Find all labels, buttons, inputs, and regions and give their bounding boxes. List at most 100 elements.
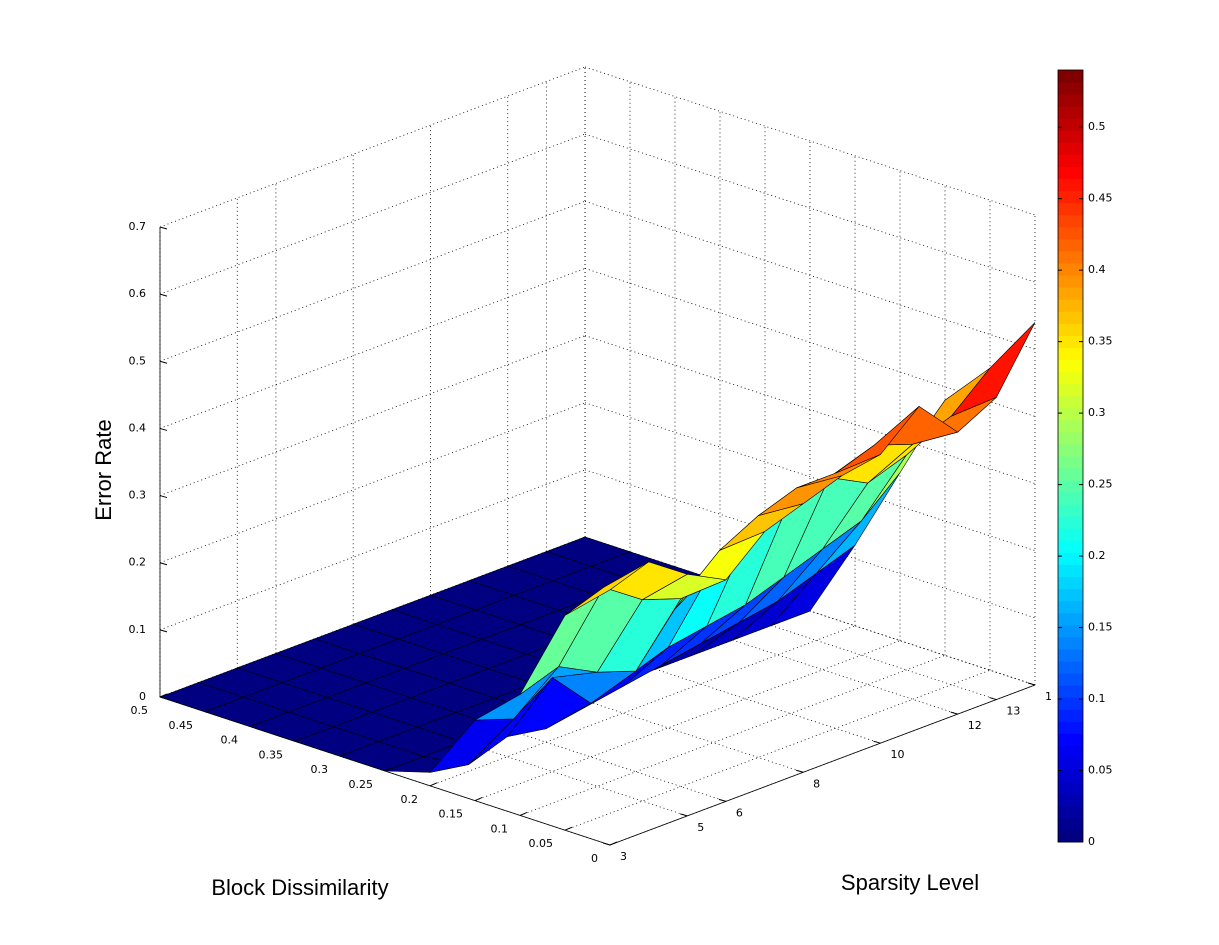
y-axis-label: Block Dissimilarity xyxy=(211,875,388,900)
colorbar-tick-label: 0.45 xyxy=(1088,192,1113,205)
colorbar-segment xyxy=(1058,202,1083,216)
y-tick xyxy=(474,797,483,802)
z-tick-label: 0.2 xyxy=(129,556,147,569)
colorbar-segment xyxy=(1058,480,1083,493)
colorbar-segment xyxy=(1058,323,1083,336)
colorbar-tick-label: 0.35 xyxy=(1088,335,1113,348)
colorbar-segment xyxy=(1058,94,1083,107)
colorbar-segment xyxy=(1058,347,1083,360)
colorbar-tick-label: 0.5 xyxy=(1088,120,1106,133)
z-tick xyxy=(159,629,168,633)
y-tick xyxy=(204,708,213,713)
y-tick xyxy=(339,752,348,757)
y-tick-label: 0.3 xyxy=(311,763,329,776)
colorbar-segment xyxy=(1058,371,1083,385)
colorbar-segment xyxy=(1058,431,1083,445)
x-tick-label: 1 xyxy=(1045,690,1052,703)
colorbar-segment xyxy=(1058,504,1083,517)
x-tick xyxy=(873,740,881,744)
colorbar-tick-label: 0 xyxy=(1088,835,1095,848)
colorbar-segment xyxy=(1058,685,1083,698)
colorbar-segment xyxy=(1058,649,1083,662)
colorbar-tick-label: 0.4 xyxy=(1088,263,1106,276)
colorbar: 0 0.05 0.1 0.15 0.2 0.25 0.3 0.35 0.4 0.45 0.5 xyxy=(1057,69,1113,848)
x-axis-label: Sparsity Level xyxy=(841,870,979,895)
axes: 0 0.1 0.2 0.3 0.4 0.5 0.6 0.7 0 0.05 0.1 0.15 0.2 0.2… xyxy=(129,220,1053,865)
colorbar-segment xyxy=(1058,82,1083,95)
colorbar-segment xyxy=(1058,757,1083,771)
colorbar-segment xyxy=(1058,793,1083,807)
colorbar-segment xyxy=(1058,263,1083,276)
colorbar-segment xyxy=(1058,636,1083,650)
z-tick-label: 0.7 xyxy=(129,220,147,233)
y-tick-label: 0.15 xyxy=(439,808,464,821)
colorbar-segment xyxy=(1058,287,1083,300)
colorbar-tick-label: 0.1 xyxy=(1088,692,1106,705)
colorbar-tick-label: 0.25 xyxy=(1088,478,1113,491)
colorbar-segment xyxy=(1058,528,1083,541)
colorbar-segment xyxy=(1058,829,1083,843)
z-tick xyxy=(159,562,168,566)
colorbar-frame xyxy=(1057,69,1084,843)
colorbar-segment xyxy=(1058,419,1083,433)
colorbar-segment xyxy=(1058,70,1083,83)
colorbar-segment xyxy=(1058,492,1083,505)
y-tick-label: 0.45 xyxy=(169,719,194,732)
colorbar-segment xyxy=(1058,299,1083,312)
colorbar-segment xyxy=(1058,226,1083,240)
colorbar-segment xyxy=(1058,540,1083,553)
y-tick-label: 0.35 xyxy=(259,748,284,761)
colorbar-segment xyxy=(1058,142,1083,155)
colorbar-segment xyxy=(1058,612,1083,626)
colorbar-segment xyxy=(1058,178,1083,192)
x-axis xyxy=(609,684,1036,846)
z-tick xyxy=(159,427,168,431)
y-tick-label: 0.25 xyxy=(349,778,374,791)
x-tick-label: 5 xyxy=(697,821,704,834)
colorbar-segment xyxy=(1058,673,1083,686)
surface-patch xyxy=(564,561,649,616)
y-tick-label: 0.1 xyxy=(491,822,509,835)
grid-line xyxy=(584,402,1036,552)
z-tick-label: 0.3 xyxy=(129,489,147,502)
grid-line xyxy=(584,200,1036,350)
colorbar-segment xyxy=(1058,564,1083,578)
y-tick xyxy=(564,826,573,831)
colorbar-segment xyxy=(1058,250,1083,264)
z-tick-label: 0.1 xyxy=(129,623,147,636)
colorbar-segment xyxy=(1058,214,1083,228)
colorbar-segment xyxy=(1058,733,1083,746)
x-tick xyxy=(602,842,611,846)
colorbar-segment xyxy=(1058,383,1083,397)
y-tick xyxy=(249,723,258,728)
colorbar-segment xyxy=(1058,721,1083,734)
colorbar-segment xyxy=(1058,275,1083,288)
colorbar-segment xyxy=(1058,697,1083,710)
y-tick-label: 0.5 xyxy=(131,704,149,717)
colorbar-segment xyxy=(1058,769,1083,783)
colorbar-tick-label: 0.2 xyxy=(1088,549,1106,562)
grid-line xyxy=(584,335,1036,484)
colorbar-segment xyxy=(1058,106,1083,119)
colorbar-segment xyxy=(1058,166,1083,180)
colorbar-segment xyxy=(1058,335,1083,348)
z-tick-label: 0.5 xyxy=(129,354,147,367)
x-tick xyxy=(989,697,997,701)
z-axis-label: Error Rate xyxy=(91,419,116,520)
colorbar-tick-label: 0.05 xyxy=(1088,764,1113,777)
colorbar-segment xyxy=(1058,238,1083,252)
z-tick xyxy=(159,226,168,230)
colorbar-segment xyxy=(1058,407,1083,421)
y-tick xyxy=(159,693,168,698)
x-tick xyxy=(1027,682,1036,686)
colorbar-segment xyxy=(1058,817,1083,831)
y-tick xyxy=(609,841,618,846)
grid-line xyxy=(584,133,1036,283)
colorbar-segment xyxy=(1058,552,1083,566)
z-tick xyxy=(159,696,168,700)
colorbar-segment xyxy=(1058,443,1083,457)
z-tick-label: 0.4 xyxy=(129,421,147,434)
colorbar-segment xyxy=(1058,468,1083,481)
